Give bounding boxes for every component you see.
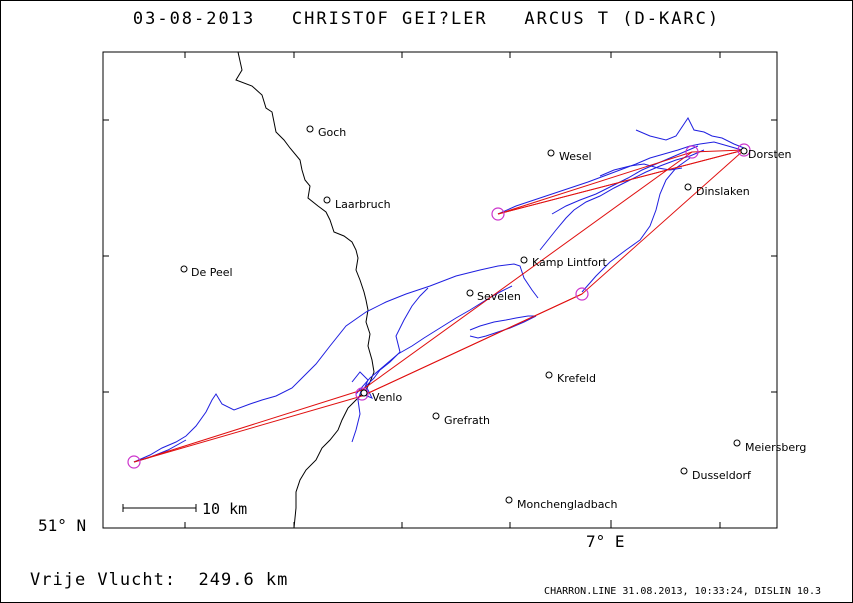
turnpoint-dorsten (737, 143, 751, 157)
place-label: Goch (318, 126, 346, 139)
place-marker-dorsten (740, 147, 748, 155)
place-label: Dusseldorf (692, 469, 752, 482)
lon-axis-label: 7° E (586, 532, 625, 551)
place-label: Venlo (372, 391, 402, 404)
place-marker-wesel (547, 149, 555, 157)
turnpoint-finish (491, 207, 505, 221)
place-marker-meiersberg (733, 439, 741, 447)
place-label: Dinslaken (696, 185, 750, 198)
place-markers (180, 125, 748, 504)
turnpoint-wesel-east (685, 145, 699, 159)
scale-bar-label: 10 km (202, 500, 247, 518)
place-marker-kamp-lintfort (520, 256, 528, 264)
flight-track (133, 117, 745, 463)
turnpoint-krefeld-north (575, 287, 589, 301)
place-marker-monchengladbach (505, 496, 513, 504)
place-label: Meiersberg (745, 441, 806, 454)
turnpoints (127, 143, 751, 469)
turnpoint-start (127, 455, 141, 469)
place-label: De Peel (191, 266, 233, 279)
place-label: Grefrath (444, 414, 490, 427)
map-plot-area (102, 51, 778, 529)
place-label: Sevelen (477, 290, 521, 303)
place-label: Wesel (559, 150, 592, 163)
scale-bar (122, 504, 197, 512)
place-marker-krefeld (545, 371, 553, 379)
lat-axis-label: 51° N (38, 516, 87, 535)
place-marker-dusseldorf (680, 467, 688, 475)
place-marker-dinslaken (684, 183, 692, 191)
task-legs (133, 149, 745, 463)
place-marker-grefrath (432, 412, 440, 420)
turnpoint-venlo (355, 387, 369, 401)
place-label: Dorsten (748, 148, 792, 161)
lat-ticks (103, 119, 777, 393)
place-marker-goch (306, 125, 314, 133)
place-label: Monchengladbach (517, 498, 617, 511)
flight-title: 03-08-2013 CHRISTOF GEI?LER ARCUS T (D-K… (132, 9, 721, 29)
place-label: Kamp Lintfort (532, 256, 608, 269)
place-marker-sevelen (466, 289, 474, 297)
country-border (235, 51, 375, 529)
place-marker-de-peel (180, 265, 188, 273)
distance-label: Vrije Vlucht: 249.6 km (30, 570, 289, 590)
place-labels: Goch Laarbruch Wesel Dorsten Dinslaken D… (191, 126, 806, 511)
lon-ticks (184, 52, 721, 528)
place-label: Krefeld (557, 372, 596, 385)
place-label: Laarbruch (335, 198, 391, 211)
place-marker-laarbruch (323, 196, 331, 204)
place-marker-venlo (360, 389, 368, 397)
credits-label: CHARRON.LINE 31.08.2013, 10:33:24, DISLI… (544, 586, 821, 597)
